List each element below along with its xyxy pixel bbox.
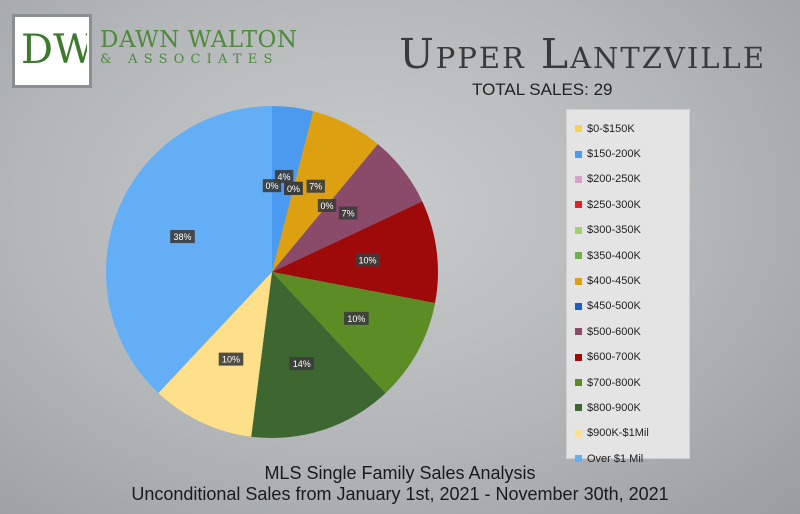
legend-label: $900K-$1Mil: [587, 427, 649, 440]
svg-text:0%: 0%: [287, 184, 300, 194]
svg-text:7%: 7%: [342, 208, 355, 218]
pie-slice-700-800k: [272, 272, 436, 394]
legend-label: $350-400K: [587, 249, 641, 262]
legend-label: $800-900K: [587, 401, 641, 414]
legend-item-500-600k: $500-600K: [575, 319, 689, 344]
pie-slice-800-900k: [251, 272, 386, 438]
svg-text:38%: 38%: [173, 232, 191, 242]
legend-item-900k-1mil: $900K-$1Mil: [575, 421, 689, 446]
legend-swatch: [575, 353, 582, 361]
legend-swatch: [575, 455, 582, 463]
footer-line-2: Unconditional Sales from January 1st, 20…: [131, 484, 669, 504]
svg-text:10%: 10%: [222, 355, 240, 365]
legend-item-over-1-mil: Over $1 Mil: [575, 446, 689, 471]
logo-letters: DW: [21, 27, 87, 73]
legend-item-350-400k: $350-400K: [575, 243, 689, 268]
legend-item-450-500k: $450-500K: [575, 294, 689, 319]
legend-label: $600-700K: [587, 351, 641, 364]
page-title: Upper Lantzville: [399, 30, 766, 78]
legend-swatch: [575, 302, 582, 310]
legend-swatch: [575, 328, 582, 336]
data-label-150-200k: 4%: [274, 169, 294, 183]
legend-label: Over $1 Mil: [587, 452, 644, 465]
svg-text:0%: 0%: [321, 201, 334, 211]
svg-text:10%: 10%: [359, 255, 377, 265]
legend-item-200-250k: $200-250K: [575, 167, 689, 192]
legend-swatch: [575, 252, 582, 260]
legend-swatch: [575, 125, 582, 133]
legend-swatch: [575, 150, 582, 158]
legend-item-300-350k: $300-350K: [575, 218, 689, 243]
pie-slice-900k-1mil: [158, 272, 272, 437]
legend-item-400-450k: $400-450K: [575, 268, 689, 293]
data-label-800-900k: 14%: [289, 357, 315, 371]
legend-label: $700-800K: [587, 376, 641, 389]
legend-item-0-150k: $0-$150K: [575, 116, 689, 141]
logo-monogram-icon: DW: [21, 27, 87, 73]
legend-label: $400-450K: [587, 275, 641, 288]
legend-label: $200-250K: [587, 173, 641, 186]
data-label-900k-1mil: 10%: [218, 352, 244, 366]
legend-item-700-800k: $700-800K: [575, 370, 689, 395]
legend-item-250-300k: $250-300K: [575, 192, 689, 217]
data-label-500-600k: 7%: [338, 206, 358, 220]
legend-swatch: [575, 175, 582, 183]
svg-text:14%: 14%: [293, 359, 311, 369]
data-label-350-400k: 0%: [284, 181, 303, 195]
legend-label: $150-200K: [587, 148, 641, 161]
footer-line-1: MLS Single Family Sales Analysis: [264, 463, 536, 483]
legend-swatch: [575, 404, 582, 412]
data-label-600-700k: 10%: [355, 253, 380, 267]
legend-swatch: [575, 429, 582, 437]
legend-swatch: [575, 201, 582, 209]
legend-label: $500-600K: [587, 325, 641, 338]
legend-swatch: [575, 226, 582, 234]
brand-sub: & ASSOCIATES: [100, 52, 279, 67]
data-label-700-800k: 10%: [344, 311, 369, 325]
data-label-over-1-mil: 38%: [170, 230, 195, 244]
brand-logo: DW: [12, 14, 92, 88]
legend-label: $300-350K: [587, 224, 641, 237]
brand-name: DAWN WALTON: [100, 27, 298, 53]
brand-wordmark: DAWN WALTON & ASSOCIATES: [100, 28, 315, 68]
total-sales: TOTAL SALES: 29: [472, 80, 613, 99]
pie-slice-over-1-mil: [106, 105, 272, 394]
legend-item-600-700k: $600-700K: [575, 345, 689, 370]
chart-legend: $0-$150K $150-200K $200-250K $250-300K $300-…: [566, 109, 690, 465]
legend-label: $0-$150K: [587, 122, 635, 135]
legend-label: $450-500K: [587, 300, 641, 313]
svg-text:4%: 4%: [278, 172, 291, 182]
pie-slice-600-700k: [272, 201, 438, 304]
legend-item-800-900k: $800-900K: [575, 395, 689, 420]
svg-text:10%: 10%: [347, 314, 365, 324]
svg-text:0%: 0%: [265, 181, 278, 191]
legend-label: $250-300K: [587, 198, 641, 211]
legend-swatch: [575, 379, 582, 387]
legend-swatch: [575, 277, 582, 285]
data-label-450-500k: 0%: [317, 198, 337, 212]
svg-text:7%: 7%: [309, 182, 322, 192]
legend-item-150-200k: $150-200K: [575, 141, 689, 166]
data-label-400-450k: 7%: [306, 179, 325, 193]
